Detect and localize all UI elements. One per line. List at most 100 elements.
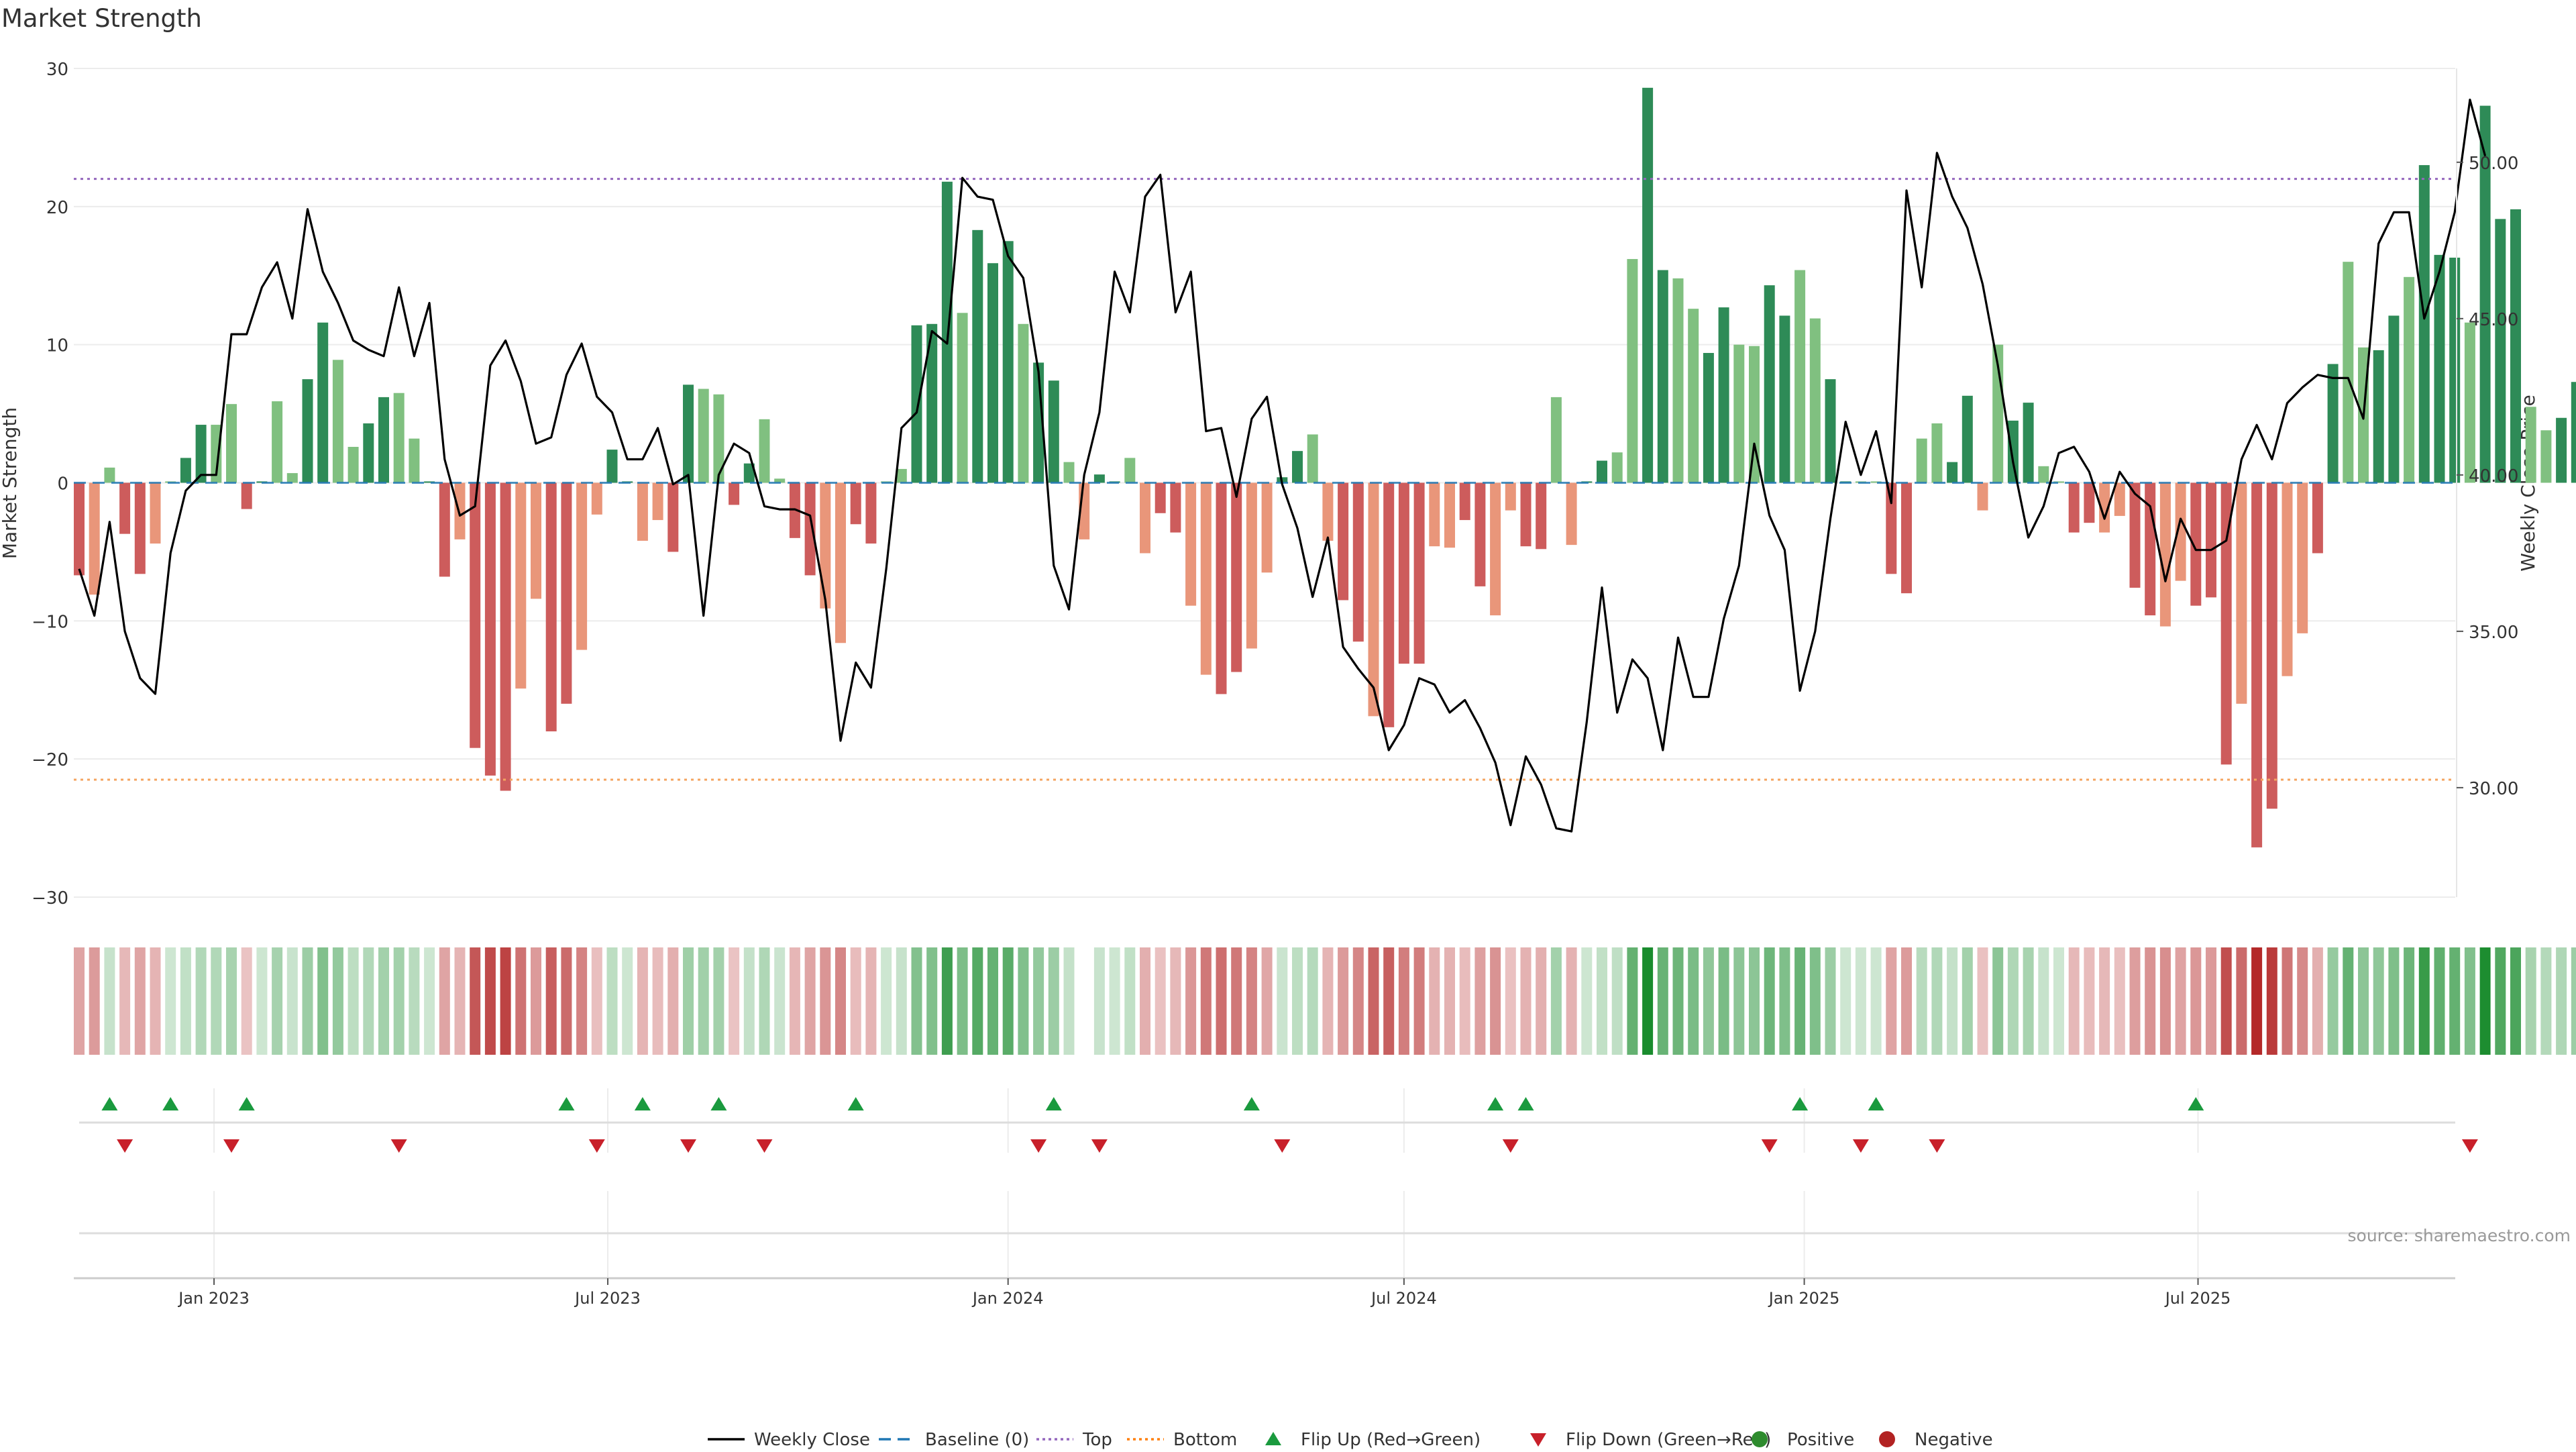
heat-cell [911, 947, 922, 1055]
heat-cell [759, 947, 770, 1055]
y-tick-label-left: 20 [46, 198, 68, 218]
strength-bar [1307, 434, 1318, 483]
heat-cell [2007, 947, 2019, 1055]
heat-cell [393, 947, 405, 1055]
x-tick-label: Jan 2025 [1768, 1289, 1840, 1308]
strength-bar [1947, 462, 1958, 483]
weekly-close-line [78, 99, 2487, 833]
heat-cell [150, 947, 161, 1055]
heat-cell [2251, 947, 2263, 1055]
heat-cell [1870, 947, 1882, 1055]
heat-cell [1124, 947, 1136, 1055]
heat-cell [683, 947, 694, 1055]
flip-down-marker [1502, 1139, 1519, 1153]
strength-bar [1749, 346, 1760, 483]
strength-bar [454, 482, 466, 539]
heat-cell [1566, 947, 1577, 1055]
flip-up-marker [238, 1097, 255, 1110]
heat-cell [500, 947, 511, 1055]
strength-bar [2464, 322, 2475, 483]
strength-bar [1870, 481, 1882, 483]
flip-up-marker [1045, 1097, 1062, 1110]
strength-bar [531, 482, 541, 599]
y-tick-label-left: −30 [32, 888, 68, 909]
strength-bar [1611, 452, 1623, 483]
heat-cell [1261, 947, 1273, 1055]
strength-bar [378, 397, 389, 483]
strength-bar [1809, 318, 1821, 483]
heat-cell [378, 947, 389, 1055]
strength-bar [2175, 482, 2186, 581]
legend-label: Weekly Close [754, 1430, 870, 1449]
strength-bar [150, 482, 161, 544]
strength-bar [957, 313, 968, 483]
strength-bar [1977, 482, 1988, 511]
strength-bar [820, 482, 831, 609]
strength-bar [1688, 309, 1699, 483]
heat-cell [1520, 947, 1532, 1055]
legend-label: Top [1082, 1430, 1112, 1449]
heat-cell [1338, 947, 1349, 1055]
heat-cell [1474, 947, 1486, 1055]
heat-cell [789, 947, 800, 1055]
strength-bar [409, 438, 420, 483]
strength-bar [1231, 482, 1242, 672]
heat-cell [515, 947, 527, 1055]
strength-bar [1140, 482, 1150, 554]
strength-bar [804, 482, 816, 576]
strength-bar [1413, 482, 1425, 664]
strength-bar [2190, 482, 2202, 606]
strength-bar [774, 478, 786, 483]
heat-cell [1216, 947, 1227, 1055]
flip-down-marker [680, 1139, 696, 1153]
strength-bar [2007, 420, 2019, 483]
heat-cell [347, 947, 359, 1055]
strength-bar [667, 482, 679, 552]
flip-down-marker [2461, 1139, 2478, 1153]
heat-cell [2510, 947, 2521, 1055]
flip-markers-layer [101, 1097, 2478, 1153]
strength-bar [2099, 482, 2110, 533]
heat-cell [1063, 947, 1075, 1055]
strength-bar [2418, 165, 2430, 483]
strength-bar [972, 229, 983, 483]
y-tick-label-left: −10 [32, 612, 68, 632]
heat-cell [1292, 947, 1303, 1055]
heat-cell [2556, 947, 2567, 1055]
legend-label: Negative [1915, 1430, 1993, 1449]
heat-cell [1429, 947, 1440, 1055]
heat-cell [2068, 947, 2080, 1055]
strength-bar [272, 401, 283, 483]
heat-cell [2434, 947, 2445, 1055]
y-tick-label-left: 30 [46, 60, 68, 80]
strength-bar [2297, 482, 2308, 633]
heat-cell [2023, 947, 2034, 1055]
strength-bar [347, 446, 359, 483]
heat-cell [1231, 947, 1242, 1055]
heat-cell [926, 947, 938, 1055]
strength-bar [1368, 482, 1379, 717]
heat-cell [2571, 947, 2576, 1055]
strength-bar [1322, 482, 1334, 541]
strength-bar [1444, 482, 1455, 548]
strength-bar [1672, 278, 1684, 483]
y-tick-label-left: 10 [46, 336, 68, 356]
heat-cell [1962, 947, 1973, 1055]
x-tick-label: Jul 2023 [574, 1289, 641, 1308]
flip-up-marker [710, 1097, 727, 1110]
heat-cell [1185, 947, 1197, 1055]
heat-cell [1398, 947, 1409, 1055]
strength-bar [1779, 315, 1790, 483]
flip-down-marker [1030, 1139, 1047, 1153]
y-tick-label-right: 35.00 [2469, 623, 2518, 643]
heat-cell [2084, 947, 2095, 1055]
heat-cell [2373, 947, 2384, 1055]
heat-cell [2236, 947, 2247, 1055]
heat-cell [1916, 947, 1927, 1055]
strength-bar [2251, 482, 2263, 847]
strength-bar [2540, 430, 2552, 483]
strength-bar [1764, 285, 1775, 483]
flip-down-marker [1852, 1139, 1869, 1153]
heat-cell [195, 947, 207, 1055]
heat-cell [2159, 947, 2171, 1055]
